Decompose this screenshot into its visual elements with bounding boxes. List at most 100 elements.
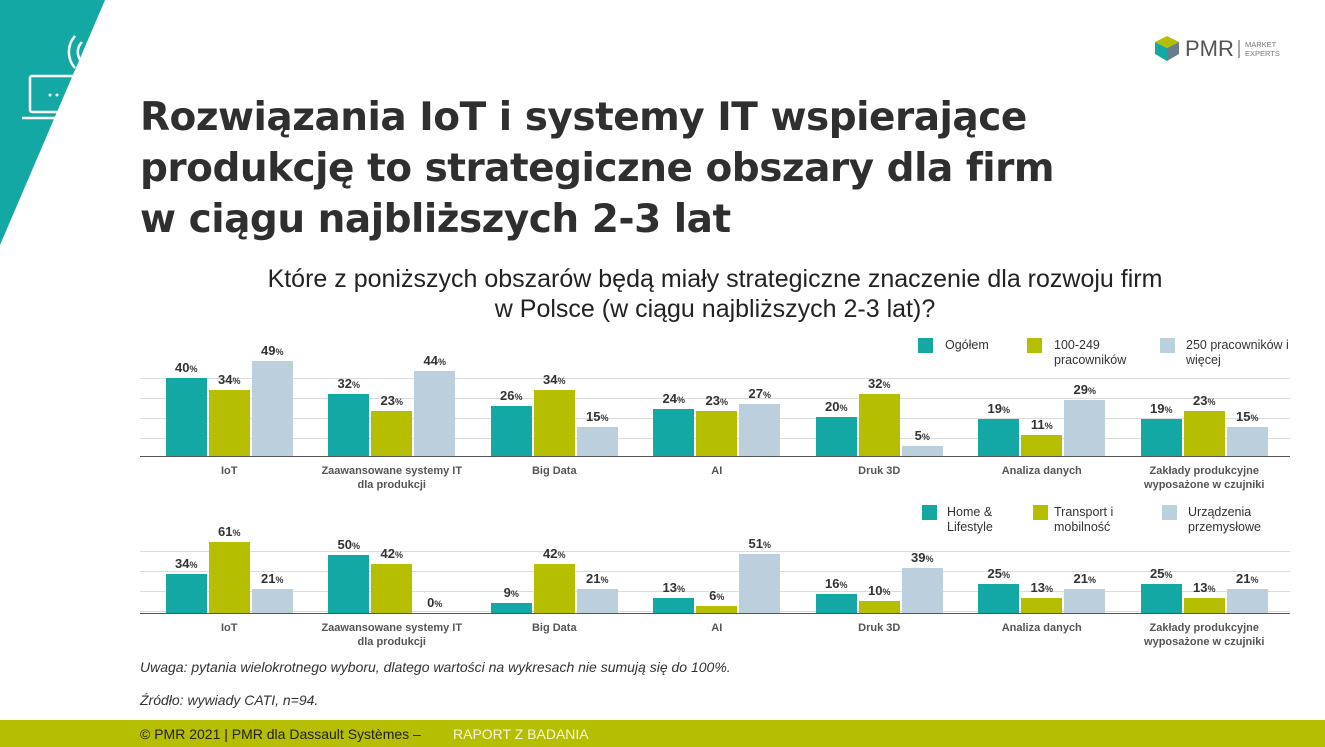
value-label: 19% (987, 401, 1010, 417)
bar (328, 393, 370, 456)
bar (576, 588, 618, 613)
value-label: 21% (1236, 570, 1259, 586)
legend-label: 250 pracowników i więcej (1186, 338, 1289, 367)
title: Rozwiązania IoT i systemy IT wspierające… (140, 92, 1055, 245)
bar (696, 411, 738, 456)
bar (653, 409, 695, 456)
value-label: 49% (261, 342, 284, 358)
x-tick-label: Big Data (531, 622, 577, 634)
bar (251, 360, 293, 456)
note: Uwaga: pytania wielokrotnego wyboru, dla… (140, 659, 731, 675)
legend-label: 100-249 pracowników (1054, 338, 1127, 367)
bar (1021, 434, 1063, 456)
value-label: 44% (423, 352, 446, 368)
question-line: Które z poniższych obszarów będą miały s… (267, 265, 1163, 293)
x-tick-label: Zakłady produkcyjne wyposażone w czujnik… (1144, 465, 1265, 491)
value-label: 39% (911, 549, 934, 565)
x-tick-label: Analiza danych (1001, 622, 1082, 634)
value-label: 23% (380, 393, 403, 409)
bar (1140, 584, 1182, 613)
value-label: 5% (914, 428, 930, 444)
value-label: 27% (748, 385, 771, 401)
value-label: 21% (586, 570, 609, 586)
bar (858, 393, 900, 456)
value-label: 0% (427, 595, 443, 610)
value-label: 13% (662, 579, 685, 595)
bar (739, 553, 781, 613)
bar (978, 584, 1020, 613)
value-label: 10% (868, 583, 891, 599)
x-tick-label: IoT (221, 465, 238, 477)
x-tick-label: Zaawansowane systemy IT dla produkcji (321, 465, 463, 491)
value-label: 9% (503, 584, 519, 600)
legend-swatch (1160, 338, 1175, 353)
bar (576, 426, 618, 456)
legend-swatch (922, 505, 937, 520)
value-label: 21% (261, 570, 284, 586)
footer-left: © PMR 2021 | PMR dla Dassault Systèmes – (140, 726, 421, 742)
value-label: 29% (1073, 381, 1096, 397)
value-label: 15% (586, 408, 609, 424)
legend-label: Transport i mobilność (1054, 505, 1114, 534)
value-label: 16% (825, 576, 848, 592)
x-tick-label: AI (711, 465, 723, 477)
footer-right: RAPORT Z BADANIA (453, 726, 589, 742)
value-label: 34% (543, 372, 566, 388)
bar (165, 378, 207, 456)
legend-label: Home & Lifestyle (947, 505, 993, 534)
bar (901, 567, 943, 613)
title-line: Rozwiązania IoT i systemy IT wspierające (140, 95, 1027, 140)
question-line: w Polsce (w ciągu najbliższych 2-3 lat)? (494, 295, 936, 323)
bar (1183, 597, 1225, 613)
bar (490, 405, 532, 456)
value-label: 42% (380, 546, 403, 562)
bar (815, 417, 857, 456)
bar (328, 555, 370, 613)
legend-label: Urządzenia przemysłowe (1188, 505, 1261, 534)
value-label: 20% (825, 399, 848, 415)
x-tick-label: Zaawansowane systemy IT dla produkcji (321, 622, 463, 648)
logo-name: PMR (1185, 36, 1234, 61)
bar (208, 542, 250, 613)
value-label: 13% (1193, 579, 1216, 595)
bar (1226, 426, 1268, 456)
value-label: 24% (662, 391, 685, 407)
value-label: 11% (1030, 416, 1053, 432)
source: Źródło: wywiady CATI, n=94. (140, 692, 319, 708)
bar (858, 601, 900, 613)
value-label: 26% (500, 387, 523, 403)
bar (696, 606, 738, 613)
value-label: 61% (218, 524, 241, 540)
bar (490, 602, 532, 613)
logo-tagline: MARKET EXPERTS (1245, 40, 1280, 58)
x-tick-label: Analiza danych (1001, 465, 1082, 477)
bar (1226, 588, 1268, 613)
bar (978, 419, 1020, 456)
value-label: 34% (175, 555, 198, 571)
corner-decoration (0, 0, 119, 245)
x-tick-label: Druk 3D (858, 465, 901, 477)
x-tick-label: AI (711, 622, 723, 634)
bar (1021, 597, 1063, 613)
legend-label: Ogółem (945, 338, 989, 352)
logo-divider (1238, 40, 1240, 58)
bar (901, 446, 943, 456)
question: Które z poniższych obszarów będą miały s… (140, 264, 1290, 324)
footer: © PMR 2021 | PMR dla Dassault Systèmes –… (0, 720, 1325, 747)
bar (414, 370, 456, 456)
x-tick-label: Zakłady produkcyjne wyposażone w czujnik… (1144, 622, 1265, 648)
value-label: 23% (705, 393, 728, 409)
value-label: 23% (1193, 393, 1216, 409)
legend-swatch (1162, 505, 1177, 520)
value-label: 15% (1236, 408, 1259, 424)
bar (371, 564, 413, 613)
bar (1140, 419, 1182, 456)
value-label: 25% (987, 566, 1010, 582)
legend-swatch (1033, 505, 1048, 520)
bar (165, 573, 207, 613)
title-line: produkcję to strategiczne obszary dla fi… (140, 146, 1055, 191)
legend-swatch (918, 338, 933, 353)
value-label: 25% (1150, 566, 1173, 582)
legend-swatch (1027, 338, 1042, 353)
